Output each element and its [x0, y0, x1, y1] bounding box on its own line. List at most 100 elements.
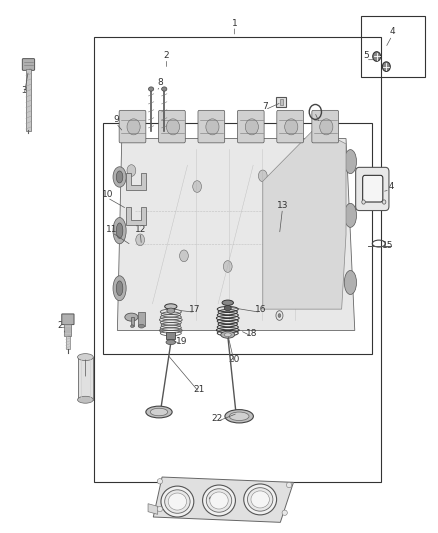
Ellipse shape: [117, 223, 123, 238]
Ellipse shape: [230, 412, 249, 421]
Text: 9: 9: [113, 116, 119, 124]
Ellipse shape: [324, 181, 333, 192]
Bar: [138, 312, 145, 326]
Polygon shape: [153, 477, 293, 522]
Ellipse shape: [286, 482, 292, 488]
Ellipse shape: [282, 510, 287, 515]
FancyBboxPatch shape: [277, 110, 304, 143]
Text: 2: 2: [164, 52, 169, 60]
FancyBboxPatch shape: [22, 59, 35, 70]
Ellipse shape: [223, 261, 232, 272]
Text: 15: 15: [382, 241, 393, 249]
FancyBboxPatch shape: [237, 110, 264, 143]
Ellipse shape: [165, 304, 177, 309]
Ellipse shape: [157, 479, 162, 484]
Text: 24: 24: [80, 372, 91, 380]
Ellipse shape: [362, 200, 365, 204]
Bar: [166, 332, 175, 339]
Text: 6: 6: [317, 116, 323, 124]
Text: 10: 10: [102, 190, 113, 199]
Ellipse shape: [117, 171, 123, 183]
Text: 25: 25: [58, 321, 69, 329]
Text: 20: 20: [229, 356, 240, 364]
Ellipse shape: [125, 313, 138, 321]
Polygon shape: [148, 504, 158, 514]
Bar: [276, 97, 286, 107]
Bar: [361, 16, 425, 77]
Ellipse shape: [166, 340, 176, 345]
Ellipse shape: [245, 119, 258, 135]
FancyBboxPatch shape: [356, 167, 389, 211]
FancyBboxPatch shape: [363, 175, 383, 202]
Ellipse shape: [258, 170, 267, 182]
Text: 12: 12: [134, 225, 146, 233]
Text: 4: 4: [389, 28, 395, 36]
Ellipse shape: [131, 325, 134, 327]
Ellipse shape: [224, 305, 231, 311]
FancyBboxPatch shape: [62, 314, 74, 325]
Bar: [66, 336, 70, 349]
Ellipse shape: [162, 87, 167, 91]
Ellipse shape: [267, 250, 276, 262]
Ellipse shape: [148, 87, 154, 91]
Ellipse shape: [180, 250, 188, 262]
Ellipse shape: [224, 333, 231, 337]
Ellipse shape: [344, 203, 357, 227]
Ellipse shape: [113, 167, 126, 187]
Ellipse shape: [278, 313, 281, 317]
Polygon shape: [126, 173, 146, 190]
Ellipse shape: [127, 119, 140, 135]
Text: 3: 3: [21, 86, 27, 95]
Ellipse shape: [193, 181, 201, 192]
Text: 22: 22: [211, 414, 223, 423]
Ellipse shape: [138, 324, 145, 328]
Text: 21: 21: [194, 385, 205, 393]
Bar: [103, 123, 372, 354]
Bar: [64, 324, 71, 336]
Ellipse shape: [210, 492, 228, 509]
Ellipse shape: [165, 490, 190, 513]
Text: 8: 8: [157, 78, 163, 87]
Text: 5: 5: [363, 52, 369, 60]
FancyBboxPatch shape: [159, 110, 185, 143]
Ellipse shape: [78, 397, 93, 403]
Text: 16: 16: [255, 305, 266, 313]
Ellipse shape: [247, 488, 273, 511]
FancyBboxPatch shape: [312, 110, 339, 143]
Ellipse shape: [136, 234, 145, 246]
Ellipse shape: [285, 119, 298, 135]
Bar: [26, 69, 31, 131]
Ellipse shape: [382, 200, 386, 204]
Bar: [94, 37, 381, 482]
Ellipse shape: [373, 52, 381, 61]
Text: 19: 19: [176, 337, 187, 345]
Ellipse shape: [127, 165, 136, 176]
Ellipse shape: [117, 281, 123, 296]
Text: 11: 11: [106, 225, 117, 233]
Ellipse shape: [157, 506, 162, 512]
Ellipse shape: [168, 493, 187, 510]
Polygon shape: [263, 128, 346, 309]
Ellipse shape: [206, 119, 219, 135]
Text: 1: 1: [231, 19, 237, 28]
Ellipse shape: [202, 485, 236, 516]
Ellipse shape: [344, 150, 357, 174]
Ellipse shape: [311, 234, 320, 246]
Ellipse shape: [113, 276, 126, 301]
Ellipse shape: [244, 484, 277, 515]
Ellipse shape: [166, 119, 180, 135]
Bar: [78, 357, 93, 400]
Bar: [131, 317, 134, 326]
Ellipse shape: [167, 308, 175, 313]
Text: 23: 23: [202, 494, 214, 503]
Text: 14: 14: [384, 182, 396, 191]
FancyBboxPatch shape: [198, 110, 225, 143]
Text: 13: 13: [277, 201, 288, 209]
Ellipse shape: [161, 486, 194, 517]
Ellipse shape: [113, 217, 126, 244]
FancyBboxPatch shape: [119, 110, 146, 143]
Text: 7: 7: [262, 102, 268, 111]
Ellipse shape: [206, 489, 232, 512]
Text: 17: 17: [189, 305, 201, 313]
Ellipse shape: [221, 331, 235, 338]
